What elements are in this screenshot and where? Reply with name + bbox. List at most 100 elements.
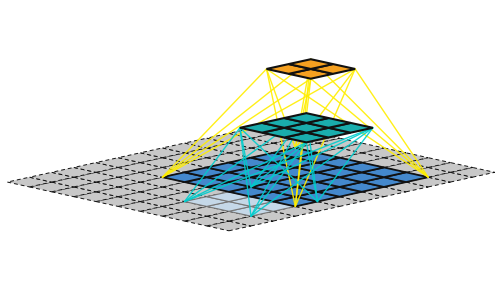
Polygon shape bbox=[273, 206, 317, 216]
Polygon shape bbox=[250, 153, 295, 163]
Polygon shape bbox=[449, 167, 493, 177]
Polygon shape bbox=[118, 172, 162, 182]
Polygon shape bbox=[383, 182, 427, 192]
Polygon shape bbox=[162, 163, 206, 172]
Polygon shape bbox=[427, 163, 471, 172]
Polygon shape bbox=[361, 167, 405, 177]
Polygon shape bbox=[250, 211, 295, 221]
Polygon shape bbox=[140, 167, 184, 177]
Polygon shape bbox=[140, 197, 184, 206]
Polygon shape bbox=[284, 133, 328, 142]
Polygon shape bbox=[140, 187, 184, 197]
Polygon shape bbox=[262, 118, 306, 128]
Polygon shape bbox=[250, 172, 295, 182]
Polygon shape bbox=[273, 158, 317, 167]
Polygon shape bbox=[250, 182, 295, 192]
Polygon shape bbox=[228, 197, 273, 206]
Polygon shape bbox=[96, 167, 140, 177]
Polygon shape bbox=[206, 202, 250, 211]
Polygon shape bbox=[52, 177, 96, 187]
Polygon shape bbox=[30, 172, 74, 182]
Polygon shape bbox=[339, 182, 383, 192]
Polygon shape bbox=[250, 202, 295, 211]
Polygon shape bbox=[206, 172, 250, 182]
Polygon shape bbox=[273, 177, 317, 187]
Polygon shape bbox=[162, 172, 206, 182]
Polygon shape bbox=[295, 153, 339, 163]
Polygon shape bbox=[295, 133, 339, 143]
Polygon shape bbox=[383, 153, 427, 163]
Polygon shape bbox=[228, 148, 273, 158]
Polygon shape bbox=[118, 202, 162, 211]
Polygon shape bbox=[273, 187, 317, 197]
Polygon shape bbox=[250, 124, 295, 133]
Polygon shape bbox=[288, 69, 332, 79]
Polygon shape bbox=[228, 158, 273, 167]
Polygon shape bbox=[361, 187, 405, 197]
Polygon shape bbox=[273, 197, 317, 206]
Polygon shape bbox=[162, 202, 206, 211]
Polygon shape bbox=[250, 143, 295, 153]
Polygon shape bbox=[206, 153, 250, 163]
Polygon shape bbox=[339, 172, 383, 182]
Polygon shape bbox=[361, 148, 405, 158]
Polygon shape bbox=[317, 197, 361, 206]
Polygon shape bbox=[228, 187, 273, 197]
Polygon shape bbox=[228, 206, 273, 216]
Polygon shape bbox=[383, 163, 427, 172]
Polygon shape bbox=[273, 138, 317, 148]
Polygon shape bbox=[96, 197, 140, 206]
Polygon shape bbox=[295, 143, 339, 153]
Polygon shape bbox=[284, 123, 328, 133]
Polygon shape bbox=[162, 153, 206, 163]
Polygon shape bbox=[306, 128, 350, 137]
Polygon shape bbox=[273, 167, 317, 177]
Polygon shape bbox=[228, 138, 273, 148]
Polygon shape bbox=[140, 148, 184, 158]
Polygon shape bbox=[295, 172, 339, 182]
Polygon shape bbox=[162, 192, 206, 202]
Polygon shape bbox=[184, 206, 228, 216]
Polygon shape bbox=[74, 192, 118, 202]
Polygon shape bbox=[118, 153, 162, 163]
Polygon shape bbox=[228, 167, 273, 177]
Polygon shape bbox=[310, 64, 354, 74]
Polygon shape bbox=[184, 148, 228, 158]
Polygon shape bbox=[140, 158, 184, 167]
Polygon shape bbox=[52, 187, 96, 197]
Polygon shape bbox=[206, 133, 250, 143]
Polygon shape bbox=[295, 192, 339, 202]
Polygon shape bbox=[317, 148, 361, 158]
Polygon shape bbox=[184, 167, 228, 177]
Polygon shape bbox=[317, 177, 361, 187]
Polygon shape bbox=[96, 177, 140, 187]
Polygon shape bbox=[295, 202, 339, 211]
Polygon shape bbox=[140, 206, 184, 216]
Polygon shape bbox=[118, 163, 162, 172]
Polygon shape bbox=[427, 172, 471, 182]
Polygon shape bbox=[250, 133, 295, 143]
Polygon shape bbox=[96, 158, 140, 167]
Polygon shape bbox=[405, 177, 449, 187]
Polygon shape bbox=[317, 167, 361, 177]
Polygon shape bbox=[295, 163, 339, 172]
Polygon shape bbox=[361, 158, 405, 167]
Polygon shape bbox=[118, 192, 162, 202]
Polygon shape bbox=[295, 182, 339, 192]
Polygon shape bbox=[206, 221, 250, 231]
Polygon shape bbox=[339, 153, 383, 163]
Polygon shape bbox=[228, 177, 273, 187]
Polygon shape bbox=[162, 143, 206, 153]
Polygon shape bbox=[184, 177, 228, 187]
Polygon shape bbox=[162, 211, 206, 221]
Polygon shape bbox=[74, 163, 118, 172]
Polygon shape bbox=[162, 182, 206, 192]
Polygon shape bbox=[317, 187, 361, 197]
Polygon shape bbox=[206, 192, 250, 202]
Polygon shape bbox=[96, 187, 140, 197]
Polygon shape bbox=[52, 167, 96, 177]
Polygon shape bbox=[30, 182, 74, 192]
Polygon shape bbox=[228, 128, 273, 138]
Polygon shape bbox=[184, 216, 228, 226]
Polygon shape bbox=[339, 192, 383, 202]
